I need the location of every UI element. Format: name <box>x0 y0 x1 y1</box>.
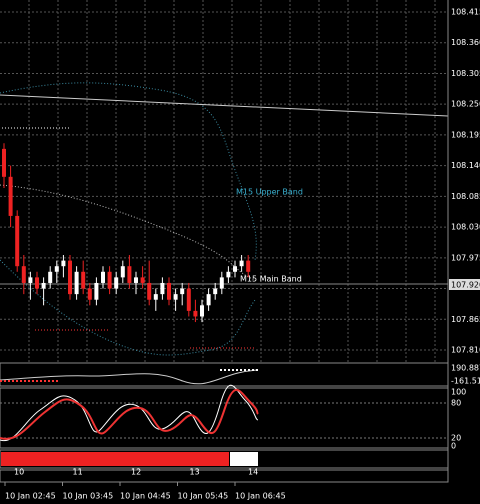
candle-body <box>61 260 66 267</box>
stoch-label: 80 <box>451 399 461 408</box>
candle-body <box>140 277 145 283</box>
histogram-red <box>1 452 229 466</box>
cci-line <box>0 369 259 385</box>
day-label: 14 <box>248 468 258 477</box>
price-label: 108.360 <box>451 38 480 47</box>
candle-body <box>87 288 92 300</box>
candle-body <box>167 282 171 300</box>
candle-body <box>206 294 211 306</box>
candle-body <box>107 271 112 289</box>
stoch-signal <box>0 389 259 440</box>
cci-label: -161.514 <box>451 377 480 386</box>
axes: 108.415 108.360 108.305 108.250 108.195 108.1… <box>4 8 480 501</box>
price-label: 108.030 <box>451 223 480 232</box>
candle-body <box>147 282 152 300</box>
candle-body <box>2 148 6 177</box>
main-band <box>0 184 256 281</box>
candle-body <box>246 260 251 272</box>
candle-body <box>81 271 86 289</box>
candle-body <box>153 294 158 300</box>
price-label: 108.085 <box>451 192 480 201</box>
candle-body <box>41 282 46 289</box>
grid <box>0 0 448 362</box>
candle-body <box>94 282 99 300</box>
candle-body <box>127 266 132 283</box>
candle-body <box>213 288 218 295</box>
current-price: 107.920 <box>451 281 480 290</box>
candle-body <box>134 277 138 283</box>
candle-body <box>233 266 237 272</box>
price-label: 107.975 <box>451 253 480 262</box>
candle-body <box>8 176 13 216</box>
candle-body <box>173 294 178 300</box>
panel-borders <box>0 0 449 483</box>
time-label: 10 Jan 03:45 <box>63 492 114 501</box>
candle-body <box>28 277 33 283</box>
histogram-white <box>230 452 258 466</box>
candle-body <box>120 266 125 278</box>
band-label: M15 Main Band <box>240 275 302 284</box>
day-label: 10 <box>14 468 24 477</box>
day-label: 11 <box>73 468 83 477</box>
candle-body <box>21 266 26 283</box>
stoch-label: 20 <box>451 434 461 443</box>
day-label: 13 <box>190 468 200 477</box>
candle-body <box>114 277 119 289</box>
stoch-label: 0 <box>451 442 456 451</box>
candle-body <box>101 271 105 283</box>
current-price-box <box>449 279 480 290</box>
candle-body <box>35 277 39 289</box>
candle-body <box>74 271 79 295</box>
time-label: 10 Jan 06:45 <box>235 492 286 501</box>
candles <box>2 143 251 323</box>
lower-band <box>0 259 256 356</box>
candle-body <box>68 260 72 295</box>
candle-body <box>193 310 198 317</box>
price-label: 108.195 <box>451 130 480 139</box>
cci-label: 190.887 <box>451 364 480 373</box>
price-label: 108.140 <box>451 161 480 170</box>
candle-body <box>180 288 185 295</box>
time-label: 10 Jan 02:45 <box>5 492 56 501</box>
price-label: 108.415 <box>451 8 480 17</box>
stoch-main <box>0 384 259 442</box>
trend-line <box>0 94 449 117</box>
upper-band <box>0 82 257 261</box>
time-label: 10 Jan 04:45 <box>120 492 171 501</box>
candle-body <box>160 282 165 295</box>
candle-body <box>15 215 20 267</box>
price-label: 108.250 <box>451 100 480 109</box>
price-label: 108.305 <box>451 69 480 78</box>
candle-body <box>200 305 204 317</box>
time-label: 10 Jan 05:45 <box>178 492 229 501</box>
candle-body <box>54 266 59 272</box>
candle-body <box>48 271 53 283</box>
candle-body <box>239 260 244 267</box>
price-label: 107.810 <box>451 346 480 355</box>
candle-body <box>226 271 231 278</box>
candle-body <box>186 288 191 311</box>
stoch-label: 100 <box>451 388 466 397</box>
price-label: 107.865 <box>451 315 480 324</box>
candle-body <box>219 277 224 289</box>
day-label: 12 <box>131 468 141 477</box>
band-label: M15 Upper Band <box>236 188 303 197</box>
